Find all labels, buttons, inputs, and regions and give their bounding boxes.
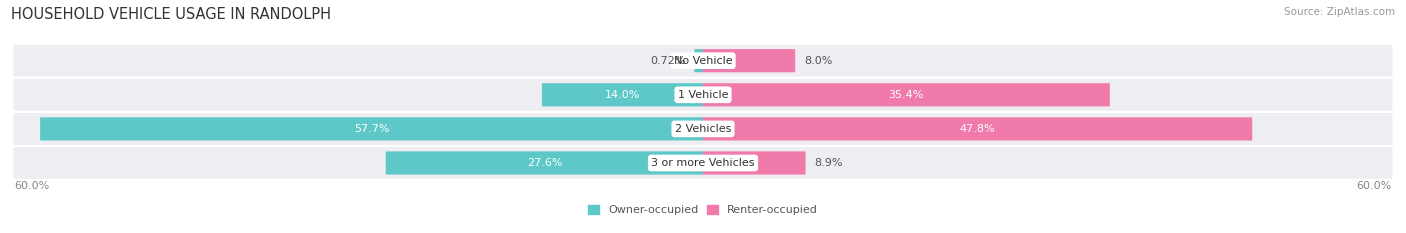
FancyBboxPatch shape <box>703 49 796 72</box>
FancyBboxPatch shape <box>14 147 1392 179</box>
Text: 27.6%: 27.6% <box>527 158 562 168</box>
Text: 8.9%: 8.9% <box>814 158 842 168</box>
FancyBboxPatch shape <box>14 45 1392 77</box>
Text: Source: ZipAtlas.com: Source: ZipAtlas.com <box>1284 7 1395 17</box>
Legend: Owner-occupied, Renter-occupied: Owner-occupied, Renter-occupied <box>588 205 818 215</box>
FancyBboxPatch shape <box>703 151 806 175</box>
Text: 47.8%: 47.8% <box>960 124 995 134</box>
Text: No Vehicle: No Vehicle <box>673 56 733 66</box>
FancyBboxPatch shape <box>695 49 703 72</box>
Text: 60.0%: 60.0% <box>14 181 49 191</box>
FancyBboxPatch shape <box>14 79 1392 111</box>
FancyBboxPatch shape <box>703 83 1109 106</box>
Text: 0.72%: 0.72% <box>650 56 686 66</box>
Text: HOUSEHOLD VEHICLE USAGE IN RANDOLPH: HOUSEHOLD VEHICLE USAGE IN RANDOLPH <box>11 7 332 22</box>
FancyBboxPatch shape <box>541 83 703 106</box>
Text: 1 Vehicle: 1 Vehicle <box>678 90 728 100</box>
Text: 3 or more Vehicles: 3 or more Vehicles <box>651 158 755 168</box>
Text: 57.7%: 57.7% <box>354 124 389 134</box>
FancyBboxPatch shape <box>41 117 703 140</box>
FancyBboxPatch shape <box>385 151 703 175</box>
FancyBboxPatch shape <box>703 117 1253 140</box>
Text: 14.0%: 14.0% <box>605 90 640 100</box>
Text: 60.0%: 60.0% <box>1357 181 1392 191</box>
Text: 2 Vehicles: 2 Vehicles <box>675 124 731 134</box>
Text: 35.4%: 35.4% <box>889 90 924 100</box>
Text: 8.0%: 8.0% <box>804 56 832 66</box>
FancyBboxPatch shape <box>14 113 1392 145</box>
